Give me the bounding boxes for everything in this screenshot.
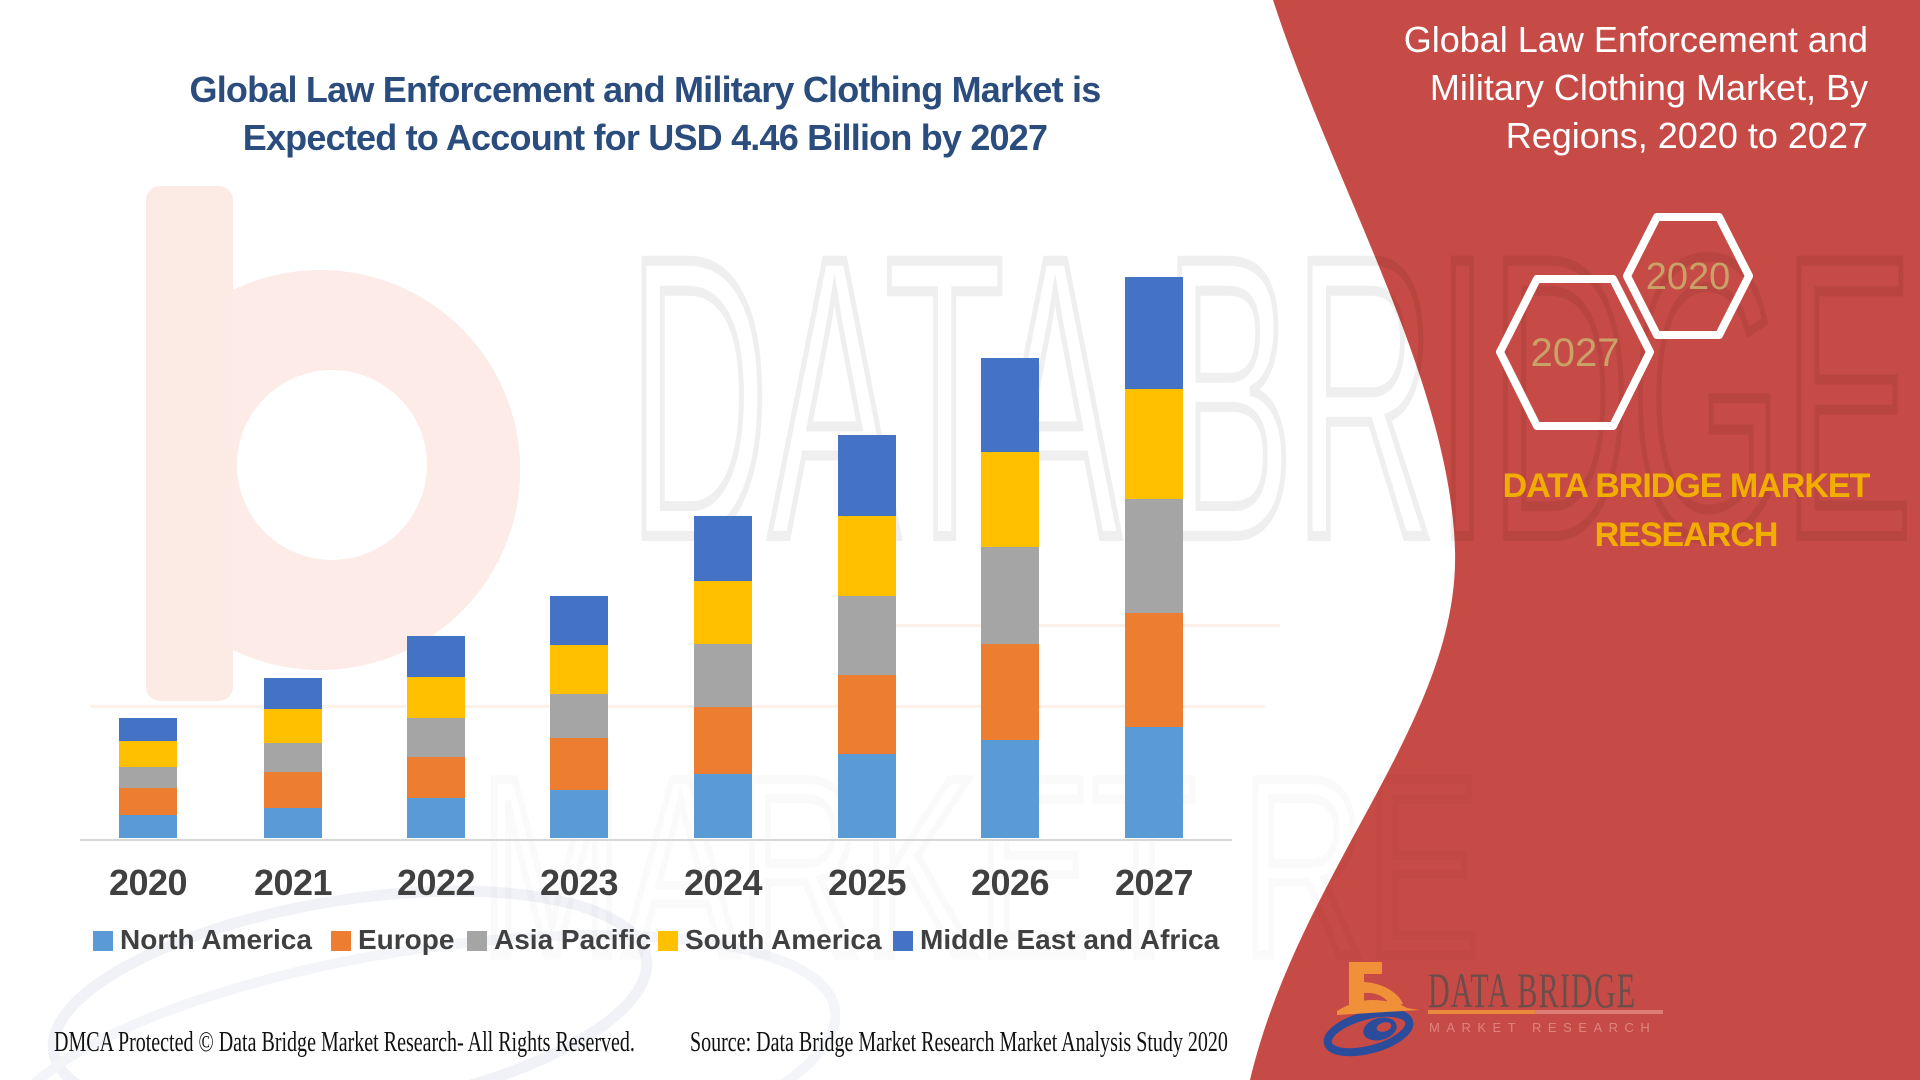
svg-text:2027: 2027: [1531, 331, 1620, 375]
svg-text:MARKET RESEARCH: MARKET RESEARCH: [1429, 1020, 1656, 1035]
svg-text:DATA BRIDGE: DATA BRIDGE: [1428, 962, 1636, 1018]
svg-text:2020: 2020: [1646, 256, 1731, 298]
